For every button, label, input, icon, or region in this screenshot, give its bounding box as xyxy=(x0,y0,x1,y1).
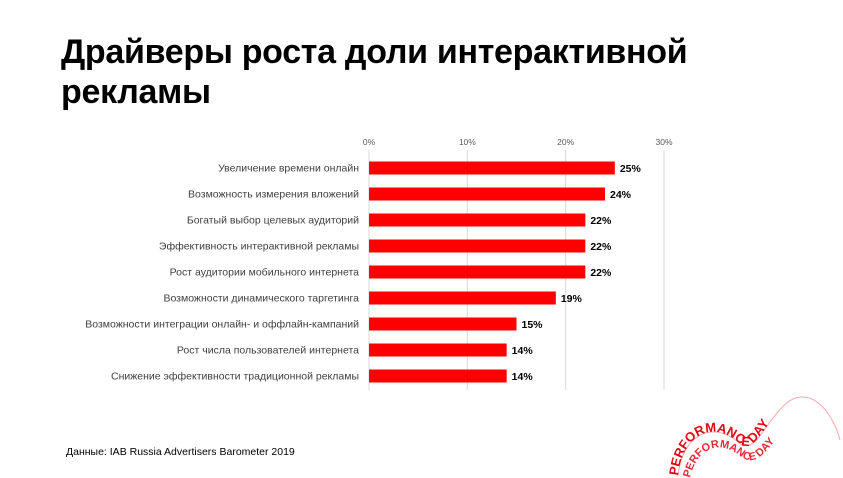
bars xyxy=(369,161,615,383)
bar xyxy=(369,187,605,201)
category-label: Возможности динамического таргетинга xyxy=(163,293,359,305)
data-label: 15% xyxy=(522,319,544,331)
data-label: 22% xyxy=(590,267,612,279)
x-tick-label: 0% xyxy=(363,137,376,147)
category-label: Снижение эффективности традиционной рекл… xyxy=(111,371,359,383)
x-tick-label: 30% xyxy=(655,137,672,147)
bar xyxy=(369,161,615,175)
category-label: Рост аудитории мобильного интернета xyxy=(170,267,360,279)
category-labels: Увеличение времени онлайн Возможность изм… xyxy=(85,163,359,383)
category-label: Эффективность интерактивной рекламы xyxy=(159,241,359,253)
bar xyxy=(369,291,556,305)
performance-day-logo: PERFORMANCE DAY PERFORMANCE DAY xyxy=(666,396,841,478)
category-label: Богатый выбор целевых аудиторий xyxy=(187,215,359,227)
source-note: Данные: IAB Russia Advertisers Barometer… xyxy=(66,446,295,458)
category-label: Возможность измерения вложений xyxy=(188,189,359,201)
data-label: 19% xyxy=(561,293,583,305)
data-label: 22% xyxy=(590,241,612,253)
bar xyxy=(369,213,586,227)
x-tick-label: 20% xyxy=(557,137,574,147)
bar xyxy=(369,317,517,331)
bar xyxy=(369,369,507,383)
data-label: 25% xyxy=(620,163,642,175)
category-label: Увеличение времени онлайн xyxy=(218,163,359,175)
data-label: 14% xyxy=(512,345,534,357)
data-label: 22% xyxy=(590,215,612,227)
x-tick-label: 10% xyxy=(459,137,476,147)
data-labels: 25% 24% 22% 22% 22% 19% 15% 14% 14% xyxy=(512,163,642,383)
bar xyxy=(369,239,586,253)
slide-title: Драйверы роста доли интерактивной реклам… xyxy=(61,33,688,111)
category-label: Рост числа пользователей интернета xyxy=(177,345,359,357)
bar xyxy=(369,343,507,357)
category-label: Возможности интеграции онлайн- и оффлайн… xyxy=(85,319,359,331)
x-axis-ticks: 0% 10% 20% 30% xyxy=(363,137,673,147)
data-label: 24% xyxy=(610,189,632,201)
bar xyxy=(369,265,586,279)
data-label: 14% xyxy=(512,371,534,383)
